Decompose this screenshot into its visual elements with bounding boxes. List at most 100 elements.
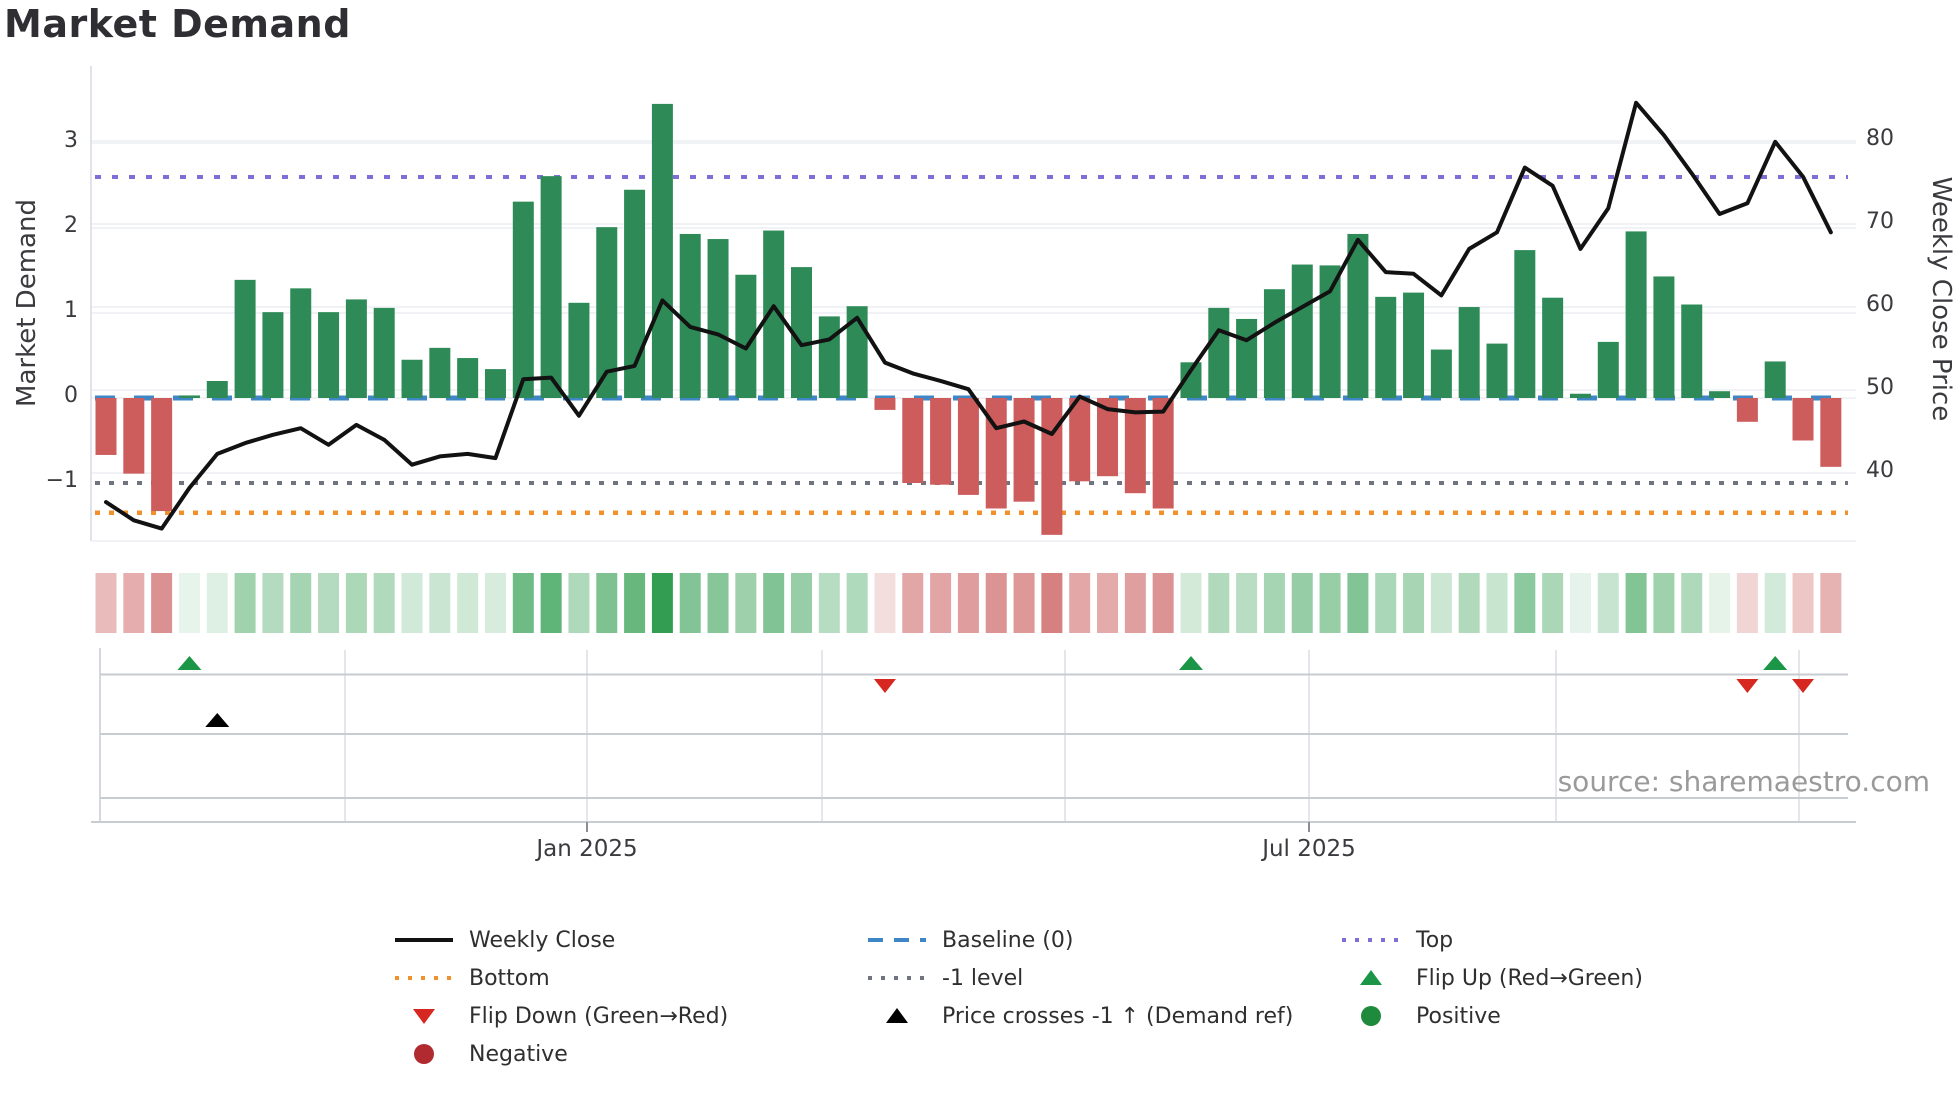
- demand-bar: [902, 398, 924, 483]
- weekly-close-line: [104, 100, 1833, 531]
- demand-bar: [318, 312, 340, 398]
- legend-swatch-tri-up-icon: [1360, 970, 1382, 985]
- strip-cell: [985, 573, 1007, 633]
- bottom-axis: [91, 821, 1856, 832]
- legend-label: Bottom: [469, 965, 550, 991]
- legend-item: Baseline (0): [866, 924, 1073, 956]
- strip-cell: [345, 573, 367, 633]
- strip-cell: [763, 573, 785, 633]
- x-tick-label: Jan 2025: [536, 836, 638, 862]
- demand-bar: [512, 201, 534, 398]
- demand-bar: [818, 316, 840, 398]
- strip-cell: [1013, 573, 1035, 633]
- legend-item: Negative: [393, 1038, 568, 1070]
- demand-bar: [1681, 304, 1703, 398]
- demand-bar: [1347, 233, 1369, 398]
- demand-bar: [1458, 307, 1480, 398]
- legend-label: Flip Down (Green→Red): [469, 1003, 729, 1029]
- strip-cell: [429, 573, 451, 633]
- demand-bar: [290, 288, 312, 398]
- strip-cell: [1820, 573, 1842, 633]
- demand-bar: [345, 299, 367, 398]
- strip-cell: [818, 573, 840, 633]
- source-credit: source: sharemaestro.com: [1557, 765, 1930, 798]
- strip-cell: [1764, 573, 1786, 633]
- legend-swatch-circle-icon: [414, 1044, 434, 1064]
- strip-cell: [1736, 573, 1758, 633]
- right-tick-label: 70: [1866, 209, 1894, 234]
- demand-bar: [151, 398, 173, 512]
- left-tick-label: 2: [64, 213, 78, 238]
- demand-bar: [1569, 393, 1591, 398]
- strip-cell: [1180, 573, 1202, 633]
- price-cross-marker: [205, 713, 230, 727]
- demand-bar: [123, 398, 145, 474]
- strip-cell: [512, 573, 534, 633]
- strip-cell: [791, 573, 812, 633]
- demand-bar: [1820, 398, 1842, 467]
- demand-bar: [651, 103, 673, 399]
- strip-cell: [540, 573, 562, 633]
- demand-bar: [1180, 362, 1202, 398]
- demand-bar: [957, 398, 979, 495]
- strip-cell: [457, 573, 479, 633]
- strip-cell: [234, 573, 256, 633]
- legend-label: Positive: [1416, 1003, 1501, 1029]
- left-tick-label: 1: [64, 298, 78, 323]
- strip-cell: [707, 573, 729, 633]
- strip-cell: [1375, 573, 1397, 633]
- legend-swatch-dot-icon: [1342, 938, 1400, 942]
- demand-bar: [1625, 231, 1647, 398]
- legend-item: Price crosses -1 ↑ (Demand ref): [866, 1000, 1293, 1032]
- legend-swatch-line-icon: [395, 938, 453, 942]
- demand-bar: [1736, 398, 1758, 422]
- legend-item: Flip Down (Green→Red): [393, 1000, 728, 1032]
- demand-bar: [401, 359, 423, 398]
- demand-bar: [1792, 398, 1814, 441]
- flip-up-marker: [1763, 656, 1788, 670]
- right-tick-label: 50: [1866, 375, 1894, 400]
- demand-bar: [596, 227, 618, 398]
- demand-bar: [1542, 297, 1564, 398]
- strip-cell: [1542, 573, 1564, 633]
- right-tick-label: 60: [1866, 292, 1894, 317]
- strip-cell: [1625, 573, 1647, 633]
- demand-bar: [1208, 307, 1230, 398]
- strip-cell: [1681, 573, 1703, 633]
- strip-cell: [1291, 573, 1313, 633]
- demand-bar: [178, 395, 200, 398]
- demand-bar: [1263, 289, 1285, 398]
- legend-swatch-tri-down-icon: [413, 1009, 435, 1024]
- demand-bar: [1709, 391, 1731, 398]
- demand-bar: [1486, 343, 1508, 398]
- strip-cell: [1709, 573, 1731, 633]
- legend-item: Top: [1340, 924, 1453, 956]
- strip-cell: [151, 573, 173, 633]
- strip-cell: [1430, 573, 1452, 633]
- demand-bar: [1291, 264, 1313, 398]
- demand-bar: [1013, 398, 1035, 502]
- page-title: Market Demand: [4, 2, 351, 46]
- chart-canvas: [90, 66, 1856, 832]
- strip-cell: [735, 573, 757, 633]
- demand-bar: [568, 302, 590, 398]
- legend-swatch-dot-icon: [868, 976, 926, 980]
- demand-bar: [1597, 341, 1619, 398]
- strip-cell: [123, 573, 145, 633]
- demand-bar: [540, 176, 562, 398]
- x-tick-label: Jul 2025: [1262, 836, 1356, 862]
- strip-cell: [1124, 573, 1146, 633]
- demand-bar: [1430, 349, 1452, 398]
- demand-bar: [262, 312, 284, 398]
- demand-bar: [206, 381, 228, 398]
- legend-circle: [414, 1044, 434, 1064]
- demand-bar: [1041, 398, 1063, 535]
- marker-row-gridlines: [344, 650, 1800, 821]
- strip-cell: [484, 573, 506, 633]
- demand-bar: [1319, 265, 1341, 398]
- demand-bar: [1514, 250, 1536, 398]
- left-tick-label: −1: [45, 468, 78, 493]
- flip-down-marker: [873, 679, 896, 693]
- demand-bar: [1236, 318, 1258, 398]
- legend-label: Negative: [469, 1041, 568, 1067]
